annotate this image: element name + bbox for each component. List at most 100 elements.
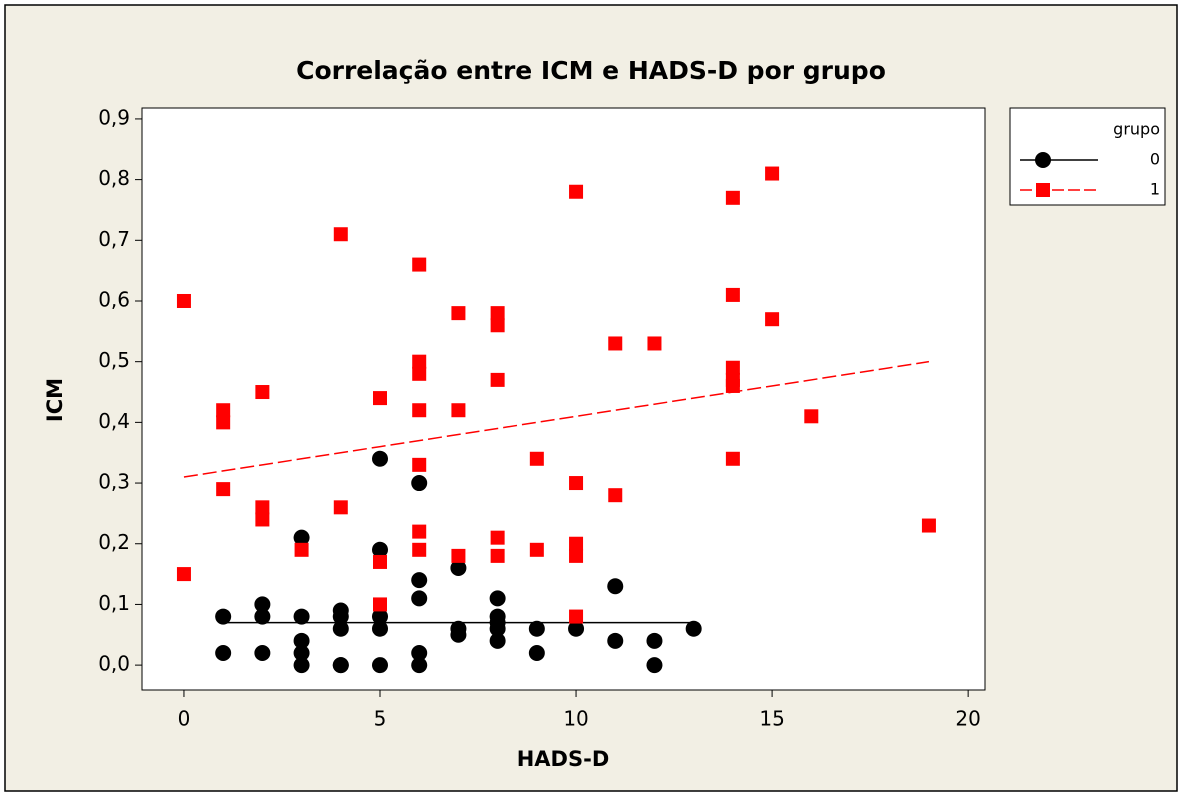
point — [255, 500, 270, 515]
point — [725, 378, 740, 393]
point — [332, 620, 349, 637]
point — [254, 608, 271, 625]
point — [293, 657, 310, 674]
point — [528, 620, 545, 637]
point — [372, 541, 389, 558]
x-tick-label: 5 — [374, 707, 387, 731]
point — [646, 632, 663, 649]
point — [529, 542, 544, 557]
point — [411, 644, 428, 661]
x-tick-label: 15 — [759, 707, 784, 731]
point — [411, 590, 428, 607]
point — [489, 590, 506, 607]
point — [529, 451, 544, 466]
point — [215, 608, 232, 625]
point — [294, 542, 309, 557]
point — [607, 578, 624, 595]
point — [412, 542, 427, 557]
point — [451, 548, 466, 563]
plot-area — [141, 107, 986, 691]
point — [607, 632, 624, 649]
point — [725, 360, 740, 375]
point — [293, 529, 310, 546]
point — [569, 536, 584, 551]
y-tick-label: 0,1 — [98, 591, 130, 615]
y-tick-label: 0,7 — [98, 227, 130, 251]
point — [608, 488, 623, 503]
point — [725, 287, 740, 302]
point — [333, 500, 348, 515]
point — [725, 190, 740, 205]
point — [372, 620, 389, 637]
point — [411, 657, 428, 674]
point — [450, 560, 467, 577]
point — [412, 457, 427, 472]
point — [490, 318, 505, 333]
point — [216, 403, 231, 418]
y-tick-label: 0,9 — [98, 105, 130, 129]
point — [216, 415, 231, 430]
y-tick-label: 0,8 — [98, 166, 130, 190]
point — [725, 451, 740, 466]
point — [372, 657, 389, 674]
legend-label: 0 — [1150, 150, 1160, 169]
point — [254, 596, 271, 613]
point — [411, 475, 428, 492]
point — [451, 306, 466, 321]
point — [450, 626, 467, 643]
x-tick-label: 0 — [178, 707, 191, 731]
point — [569, 548, 584, 563]
point — [373, 597, 388, 612]
y-tick-label: 0,4 — [98, 409, 130, 433]
point — [569, 184, 584, 199]
point — [255, 385, 270, 400]
point — [608, 336, 623, 351]
point — [921, 518, 936, 533]
point — [372, 608, 389, 625]
point — [293, 608, 310, 625]
y-axis-label: ICM — [43, 378, 67, 422]
point — [568, 620, 585, 637]
point — [646, 657, 663, 674]
chart-title: Correlação entre ICM e HADS-D por grupo — [296, 56, 886, 85]
point — [412, 524, 427, 539]
point — [412, 354, 427, 369]
legend-label: 1 — [1150, 180, 1160, 199]
point — [373, 391, 388, 406]
point — [216, 482, 231, 497]
y-tick-label: 0,3 — [98, 470, 130, 494]
point — [293, 644, 310, 661]
point — [373, 554, 388, 569]
point — [647, 336, 662, 351]
point — [255, 512, 270, 527]
point — [490, 548, 505, 563]
point — [490, 372, 505, 387]
point — [569, 476, 584, 491]
y-tick-label: 0,5 — [98, 348, 130, 372]
point — [765, 312, 780, 327]
legend-marker — [1035, 152, 1051, 168]
point — [490, 530, 505, 545]
point — [528, 644, 545, 661]
point — [411, 572, 428, 589]
point — [569, 609, 584, 624]
point — [685, 620, 702, 637]
point — [451, 403, 466, 418]
point — [215, 644, 232, 661]
point — [176, 293, 191, 308]
point — [332, 608, 349, 625]
point — [489, 632, 506, 649]
x-tick-label: 10 — [563, 707, 588, 731]
point — [490, 306, 505, 321]
point — [372, 450, 389, 467]
point — [412, 403, 427, 418]
fit-line — [183, 360, 930, 478]
point — [412, 366, 427, 381]
point — [293, 632, 310, 649]
x-axis-label: HADS-D — [517, 747, 610, 771]
point — [489, 620, 506, 637]
legend-title: grupo — [1113, 120, 1160, 139]
x-tick-label: 20 — [955, 707, 980, 731]
